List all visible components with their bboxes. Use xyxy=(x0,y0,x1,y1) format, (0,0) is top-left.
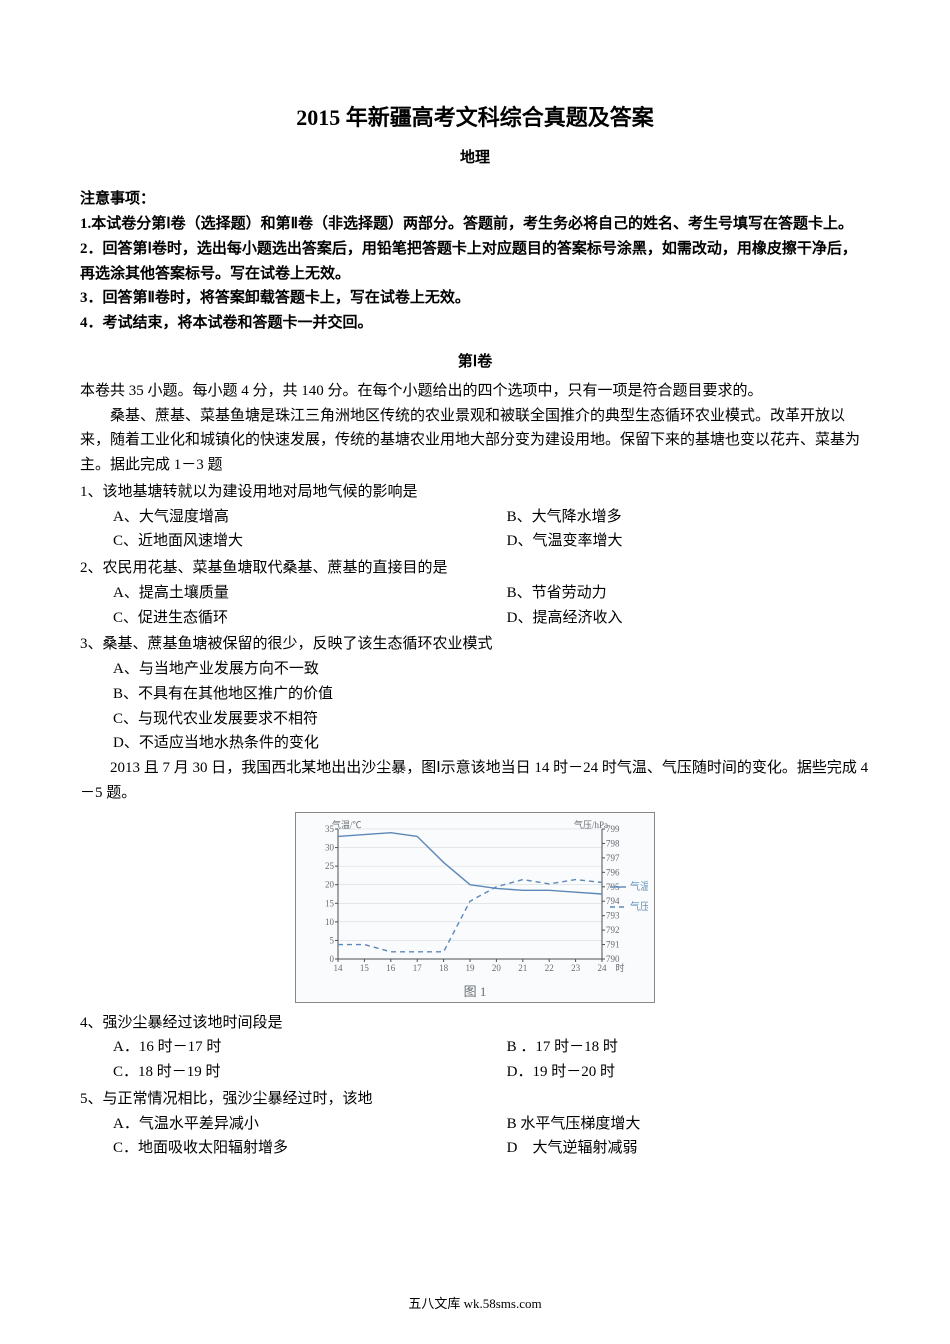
svg-text:793: 793 xyxy=(606,910,620,920)
page-subtitle: 地理 xyxy=(80,146,870,167)
q4-opt-a: A．16 时－17 时 xyxy=(113,1035,507,1060)
q2-stem: 2、农民用花基、菜基鱼塘取代桑基、蔗基的直接目的是 xyxy=(80,556,870,581)
svg-text:30: 30 xyxy=(325,842,335,852)
svg-text:10: 10 xyxy=(325,916,335,926)
note-3: 3．回答第Ⅱ卷时，将答案卸载答题卡上，写在试卷上无效。 xyxy=(80,286,870,311)
svg-text:15: 15 xyxy=(325,898,335,908)
svg-text:5: 5 xyxy=(330,935,335,945)
svg-text:792: 792 xyxy=(606,925,620,935)
q5-opt-c: C．地面吸收太阳辐射增多 xyxy=(113,1136,507,1161)
q3-opt-a: A、与当地产业发展方向不一致 xyxy=(80,657,870,682)
svg-text:23: 23 xyxy=(571,963,581,973)
q4-stem: 4、强沙尘暴经过该地时间段是 xyxy=(80,1011,870,1036)
svg-text:791: 791 xyxy=(606,939,620,949)
q5-stem: 5、与正常情况相比，强沙尘暴经过时，该地 xyxy=(80,1087,870,1112)
svg-text:气温/℃: 气温/℃ xyxy=(332,819,362,830)
q5-opt-d: D 大气逆辐射减弱 xyxy=(507,1136,870,1161)
svg-text:22: 22 xyxy=(545,963,554,973)
q5-options-row1: A．气温水平差异减小 B 水平气压梯度增大 xyxy=(80,1112,870,1137)
svg-text:25: 25 xyxy=(325,861,335,871)
q2-opt-c: C、促进生态循环 xyxy=(113,606,507,631)
svg-text:15: 15 xyxy=(360,963,370,973)
page-footer: 五八文库 wk.58sms.com xyxy=(0,1293,950,1312)
q1-opt-a: A、大气湿度增高 xyxy=(113,505,507,530)
svg-text:19: 19 xyxy=(466,963,476,973)
note-1: 1.本试卷分第Ⅰ卷（选择题）和第Ⅱ卷（非选择题）两部分。答题前，考生务必将自己的… xyxy=(80,212,870,237)
q1-options-row1: A、大气湿度增高 B、大气降水增多 xyxy=(80,505,870,530)
svg-text:16: 16 xyxy=(386,963,396,973)
q1-opt-c: C、近地面风速增大 xyxy=(113,529,507,554)
q4-options-row2: C．18 时－19 时 D．19 时－20 时 xyxy=(80,1060,870,1085)
chart-box: 气温/℃气压/hPa051015202530357907917927937947… xyxy=(295,812,655,1003)
svg-text:24: 24 xyxy=(598,963,608,973)
svg-text:14: 14 xyxy=(334,963,344,973)
q1-options-row2: C、近地面风速增大 D、气温变率增大 xyxy=(80,529,870,554)
svg-text:35: 35 xyxy=(325,824,335,834)
part1-heading: 第Ⅰ卷 xyxy=(80,350,870,371)
q2-opt-b: B、节省劳动力 xyxy=(507,581,870,606)
svg-text:794: 794 xyxy=(606,896,620,906)
passage-2: 2013 且 7 月 30 日，我国西北某地出出沙尘暴，图Ⅰ示意该地当日 14 … xyxy=(80,756,870,806)
chart-svg: 气温/℃气压/hPa051015202530357907917927937947… xyxy=(302,819,648,979)
svg-text:18: 18 xyxy=(439,963,449,973)
q3-opt-d: D、不适应当地水热条件的变化 xyxy=(80,731,870,756)
q4-opt-d: D．19 时－20 时 xyxy=(507,1060,870,1085)
q4-opt-b: B ．17 时－18 时 xyxy=(507,1035,870,1060)
q2-opt-a: A、提高土壤质量 xyxy=(113,581,507,606)
chart-container: 气温/℃气压/hPa051015202530357907917927937947… xyxy=(80,812,870,1003)
q1-opt-d: D、气温变率增大 xyxy=(507,529,870,554)
q3-opt-c: C、与现代农业发展要求不相符 xyxy=(80,707,870,732)
svg-text:797: 797 xyxy=(606,852,620,862)
svg-text:799: 799 xyxy=(606,824,620,834)
q4-opt-c: C．18 时－19 时 xyxy=(113,1060,507,1085)
svg-text:21: 21 xyxy=(518,963,527,973)
q5-opt-b: B 水平气压梯度增大 xyxy=(507,1112,870,1137)
svg-text:气压/hPa: 气压/hPa xyxy=(574,819,608,830)
passage-1: 桑基、蔗基、菜基鱼塘是珠江三角洲地区传统的农业景观和被联全国推介的典型生态循环农… xyxy=(80,404,870,478)
part1-intro: 本卷共 35 小题。每小题 4 分，共 140 分。在每个小题给出的四个选项中，… xyxy=(80,379,870,404)
q1-opt-b: B、大气降水增多 xyxy=(507,505,870,530)
q3-stem: 3、桑基、蔗基鱼塘被保留的很少，反映了该生态循环农业模式 xyxy=(80,632,870,657)
chart-caption: 图 1 xyxy=(302,981,648,1000)
svg-text:796: 796 xyxy=(606,867,620,877)
note-2: 2．回答第Ⅰ卷时，选出每小题选出答案后，用铅笔把答题卡上对应题目的答案标号涂黑，… xyxy=(80,237,870,287)
q2-options-row2: C、促进生态循环 D、提高经济收入 xyxy=(80,606,870,631)
svg-text:17: 17 xyxy=(413,963,423,973)
svg-text:气温: 气温 xyxy=(630,880,648,893)
svg-text:20: 20 xyxy=(325,879,335,889)
q3-opt-b: B、不具有在其他地区推广的价值 xyxy=(80,682,870,707)
svg-text:20: 20 xyxy=(492,963,502,973)
note-4: 4．考试结束，将本试卷和答题卡一并交回。 xyxy=(80,311,870,336)
q5-options-row2: C．地面吸收太阳辐射增多 D 大气逆辐射减弱 xyxy=(80,1136,870,1161)
q2-opt-d: D、提高经济收入 xyxy=(507,606,870,631)
q5-opt-a: A．气温水平差异减小 xyxy=(113,1112,507,1137)
notes-heading: 注意事项： xyxy=(80,187,870,208)
q4-options-row1: A．16 时－17 时 B ．17 时－18 时 xyxy=(80,1035,870,1060)
svg-text:798: 798 xyxy=(606,838,620,848)
svg-text:时: 时 xyxy=(615,962,624,973)
q2-options-row1: A、提高土壤质量 B、节省劳动力 xyxy=(80,581,870,606)
svg-text:气压: 气压 xyxy=(630,900,648,913)
page-title: 2015 年新疆高考文科综合真题及答案 xyxy=(80,100,870,132)
q1-stem: 1、该地基塘转就以为建设用地对局地气候的影响是 xyxy=(80,480,870,505)
